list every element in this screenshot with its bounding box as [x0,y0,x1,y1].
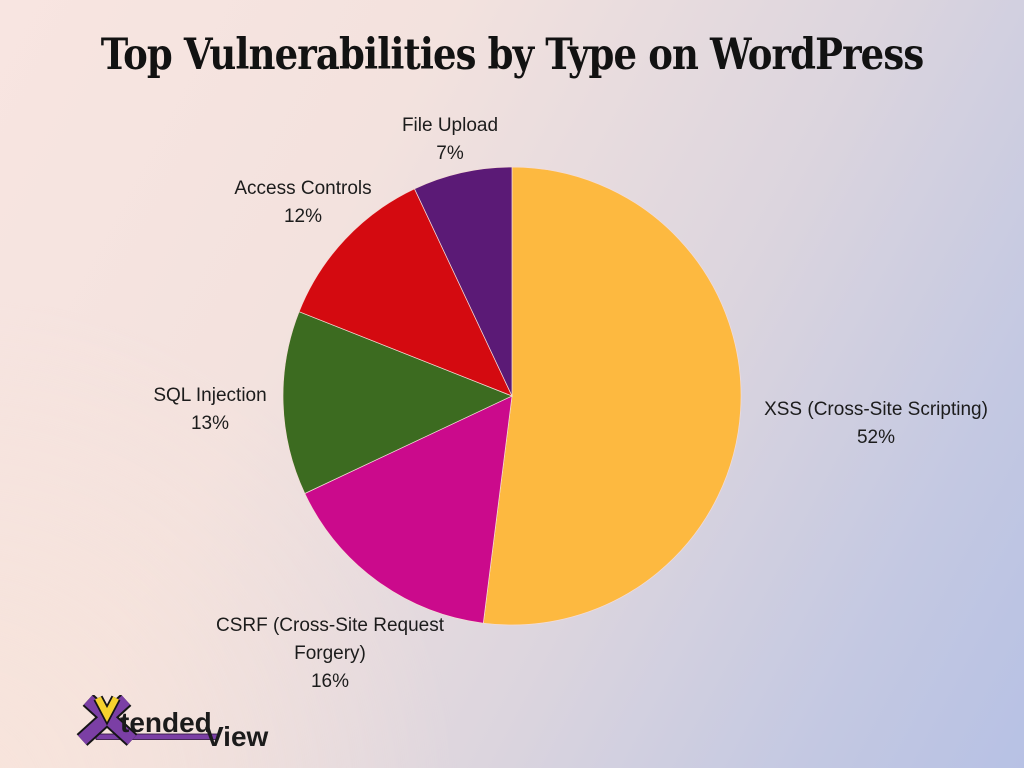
slice-label-ac-pct: 12% [283,206,323,227]
logo-text-view: View [205,721,269,752]
slice-label-ac-text: Access Controls [234,178,372,199]
slice-label-csrf-text: CSRF (Cross-Site Request Forgery) [215,615,445,664]
pie-slice-2 [282,311,513,494]
slice-label-csrf: CSRF (Cross-Site Request Forgery) 16% [215,612,445,696]
slice-label-file-upload: File Upload 7% [350,112,550,168]
slice-label-fu-text: File Upload [401,115,499,136]
slice-label-sql-text: SQL Injection [153,385,267,406]
brand-logo-graphic: tended View [76,694,269,752]
pie-slice-3 [298,188,513,397]
brand-logo: tended View [74,694,270,753]
pie-slice-1 [304,395,513,624]
slice-label-sql-injection: SQL Injection 13% [110,382,310,438]
slice-label-xss: XSS (Cross-Site Scripting) 52% [726,396,1024,452]
slice-label-csrf-pct: 16% [310,671,350,692]
chart-title: Top Vulnerabilities by Type on WordPress [100,30,924,80]
logo-text-tended: tended [120,707,212,738]
pie-chart [282,166,742,626]
v-chevron-icon [93,695,121,726]
pie-slice-0 [482,166,742,626]
slice-label-access-controls: Access Controls 12% [183,175,423,231]
pie-slice-4 [414,166,513,397]
pie-chart-area [282,166,742,626]
slice-label-xss-text: XSS (Cross-Site Scripting) [764,399,988,420]
slice-label-fu-pct: 7% [436,143,464,164]
slice-label-sql-pct: 13% [190,413,230,434]
slice-label-xss-pct: 52% [856,427,896,448]
